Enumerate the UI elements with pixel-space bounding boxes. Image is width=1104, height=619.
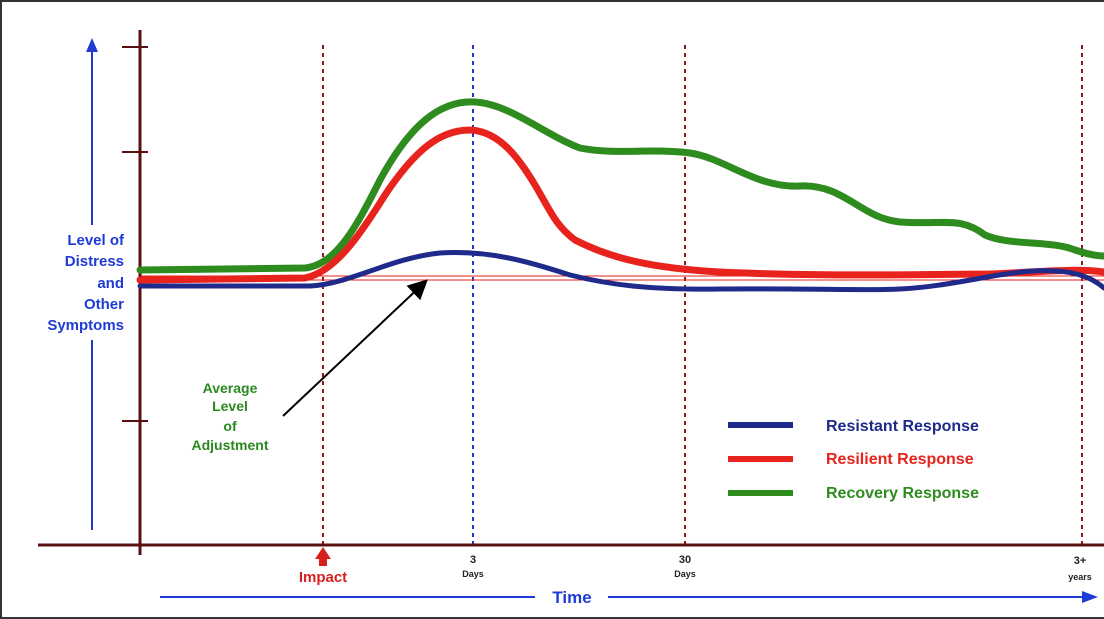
y-label-line-3: and (97, 275, 124, 292)
impact-arrow-icon (315, 547, 331, 566)
annotation-line-3: of (223, 418, 237, 434)
thirty-days-number: 30 (679, 554, 691, 566)
y-label-line-2: Distress (65, 253, 124, 270)
impact-label: Impact (299, 569, 347, 586)
time-label: Time (552, 588, 591, 607)
recovery-response-curve (136, 98, 1104, 274)
y-label-line-1: Level of (67, 232, 125, 249)
annotation-arrow (282, 279, 428, 417)
annotation-line-4: Adjustment (192, 437, 269, 453)
legend-resistant-label: Resistant Response (826, 418, 979, 435)
thirty-days-unit: Days (674, 569, 696, 579)
three-years-unit: years (1068, 572, 1092, 582)
y-axis-arrowhead (86, 38, 98, 52)
resistant-response-curve (137, 250, 1104, 293)
y-label-line-4: Other (84, 296, 124, 313)
resilient-response-curve (136, 126, 1104, 284)
annotation-line-2: Level (212, 398, 248, 414)
annotation-line-1: Average (203, 380, 258, 396)
legend-recovery-label: Recovery Response (826, 485, 979, 502)
legend-resilient-label: Resilient Response (826, 451, 974, 468)
three-days-unit: Days (462, 569, 484, 579)
three-days-number: 3 (470, 554, 476, 566)
time-arrowhead (1082, 591, 1098, 603)
y-label-line-5: Symptoms (47, 317, 124, 334)
three-years-number: 3+ (1074, 555, 1087, 567)
